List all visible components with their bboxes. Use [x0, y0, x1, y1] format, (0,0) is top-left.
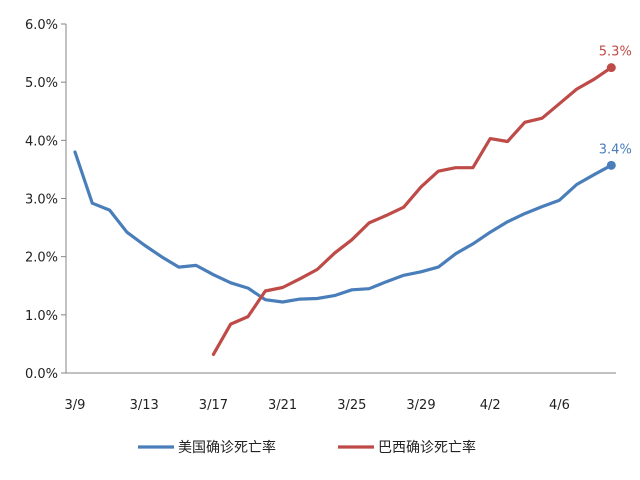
legend-label-1: 巴西确诊死亡率	[378, 439, 476, 456]
x-tick-label: 3/29	[406, 398, 435, 413]
y-axis: 0.0% 1.0% 2.0% 3.0% 4.0% 5.0% 6.0%	[25, 18, 67, 382]
y-tick-label: 3.0%	[25, 193, 58, 208]
x-tick-label: 3/17	[199, 398, 228, 413]
y-tick-label: 1.0%	[25, 309, 58, 324]
series-end-point-1	[606, 63, 616, 73]
data-labels: 3.4% 5.3%	[599, 45, 632, 158]
x-tick-label: 4/6	[549, 398, 570, 413]
y-tick-label: 2.0%	[25, 251, 58, 266]
legend-label-0: 美国确诊死亡率	[178, 439, 276, 456]
series-line-1	[211, 66, 613, 356]
end-data-label-1: 5.3%	[599, 45, 632, 60]
x-tick-label: 3/9	[65, 398, 86, 413]
x-tick-label: 3/21	[268, 398, 297, 413]
legend: 美国确诊死亡率 巴西确诊死亡率	[138, 439, 476, 456]
x-tick-label: 3/25	[337, 398, 366, 413]
x-tick-label: 4/2	[480, 398, 501, 413]
x-tick-label: 3/13	[130, 398, 159, 413]
series-end-point-0	[606, 160, 616, 170]
y-tick-label: 4.0%	[25, 134, 58, 149]
y-tick-label: 0.0%	[25, 367, 58, 382]
series-line-0	[73, 150, 613, 304]
y-tick-label: 5.0%	[25, 76, 58, 91]
y-tick-label: 6.0%	[25, 18, 58, 33]
x-axis: 3/9 3/13 3/17 3/21 3/25 3/29 4/2 4/6	[65, 372, 616, 413]
plot-area	[73, 63, 616, 356]
end-data-label-0: 3.4%	[599, 142, 632, 157]
